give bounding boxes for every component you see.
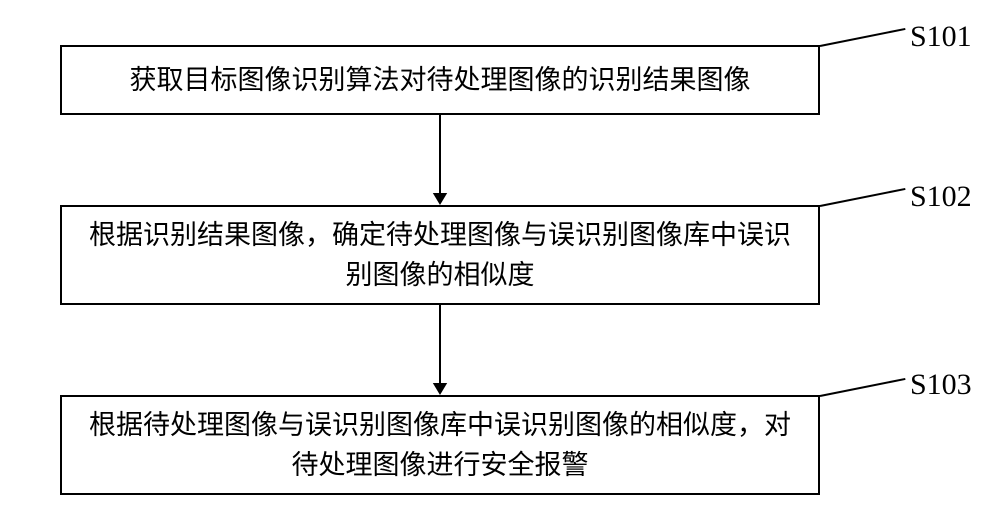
flow-arrow xyxy=(420,303,460,397)
flowchart-node-s102: 根据识别结果图像，确定待处理图像与误识别图像库中误识别图像的相似度 xyxy=(60,205,820,305)
step-label-s101: S101 xyxy=(910,20,972,54)
node-text: 根据待处理图像与误识别图像库中误识别图像的相似度，对待处理图像进行安全报警 xyxy=(82,405,798,486)
node-text: 获取目标图像识别算法对待处理图像的识别结果图像 xyxy=(130,60,751,101)
step-label-s102: S102 xyxy=(910,180,972,214)
step-label-s103: S103 xyxy=(910,368,972,402)
leader-line xyxy=(820,378,905,397)
leader-line xyxy=(820,28,905,47)
flowchart-node-s101: 获取目标图像识别算法对待处理图像的识别结果图像 xyxy=(60,45,820,115)
leader-line xyxy=(820,188,905,207)
flowchart-node-s103: 根据待处理图像与误识别图像库中误识别图像的相似度，对待处理图像进行安全报警 xyxy=(60,395,820,495)
flowchart-canvas: 获取目标图像识别算法对待处理图像的识别结果图像 S101 根据识别结果图像，确定… xyxy=(0,0,1000,509)
node-text: 根据识别结果图像，确定待处理图像与误识别图像库中误识别图像的相似度 xyxy=(82,215,798,296)
flow-arrow xyxy=(420,113,460,207)
